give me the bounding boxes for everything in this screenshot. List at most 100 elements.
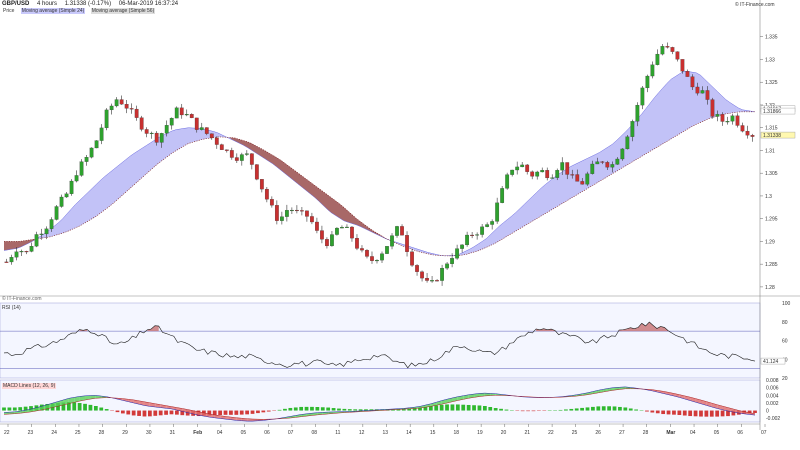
- candle-bear: [680, 59, 685, 72]
- candle-bear: [224, 149, 229, 151]
- ma24-line: [3, 70, 756, 257]
- candle-bear: [415, 265, 419, 272]
- macd-band: [9, 411, 15, 415]
- macd-histogram-bar: [320, 407, 325, 411]
- macd-band: [436, 400, 442, 406]
- candle-bull: [465, 234, 469, 246]
- signal-line: [3, 388, 756, 420]
- legend-ma56: Moving average (Simple 56): [90, 8, 156, 14]
- candle-bull: [169, 117, 174, 126]
- candle-bull: [610, 164, 615, 168]
- brand-label: © IT-Finance.com: [735, 2, 775, 8]
- candle-bull: [630, 121, 635, 137]
- macd-histogram-bar: [731, 410, 736, 416]
- macd-histogram-bar: [612, 406, 617, 411]
- macd-histogram-bar: [347, 409, 352, 411]
- candle-bull: [490, 221, 495, 225]
- candle-bull: [730, 115, 735, 122]
- macd-band: [490, 393, 496, 396]
- candle-bull: [84, 157, 89, 162]
- candle-bull: [520, 164, 525, 168]
- candle-bull: [14, 251, 19, 258]
- candle-bull: [535, 171, 540, 177]
- candle-bull: [199, 127, 204, 130]
- candle-bear: [580, 181, 585, 185]
- macd-histogram-bar: [72, 402, 77, 411]
- macd-histogram-bar: [369, 409, 374, 411]
- candle-bull: [715, 114, 720, 117]
- candle-bear: [665, 46, 670, 48]
- candle-bear: [259, 179, 264, 190]
- candle-bear: [365, 250, 369, 257]
- rsi-y-tick-label: 20: [782, 376, 788, 382]
- macd-histogram-bar: [645, 410, 649, 412]
- candle-bull: [455, 248, 459, 259]
- macd-histogram-bar: [104, 409, 109, 411]
- candle-bull: [660, 46, 665, 55]
- candle-bull: [109, 105, 114, 111]
- macd-histogram-bar: [23, 406, 28, 411]
- ma-cloud: [37, 127, 231, 239]
- macd-histogram-bar: [331, 408, 336, 411]
- candle-bull: [239, 154, 244, 161]
- macd-histogram-bar: [428, 406, 433, 411]
- candle-bull: [279, 216, 284, 221]
- candle-bull: [330, 234, 334, 247]
- candle-bear: [530, 171, 535, 177]
- macd-histogram-bar: [591, 406, 595, 411]
- macd-histogram-bar: [482, 405, 487, 411]
- x-tick-label: 30: [146, 430, 152, 436]
- rsi-y-tick-label: 80: [782, 320, 788, 326]
- macd-band: [122, 398, 129, 402]
- macd-histogram-bar: [337, 408, 341, 411]
- macd-histogram-bar: [618, 406, 622, 411]
- macd-band: [214, 414, 221, 419]
- macd-band: [474, 393, 480, 398]
- main-y-tick-label: 1.315: [765, 126, 778, 132]
- candle-bear: [144, 129, 149, 134]
- price-tag: [760, 107, 796, 115]
- macd-band: [457, 395, 464, 401]
- macd-histogram-bar: [672, 410, 676, 415]
- candle-bull: [540, 170, 545, 173]
- macd-histogram-bar: [223, 410, 228, 415]
- macd-histogram-bar: [466, 404, 471, 411]
- candle-bear: [209, 133, 214, 139]
- macd-histogram-bar: [277, 409, 282, 411]
- macd-band: [452, 396, 458, 402]
- candle-bull: [34, 234, 39, 247]
- candle-bull: [700, 90, 705, 94]
- candle-bull: [430, 280, 434, 282]
- x-tick-label: 05: [241, 430, 247, 436]
- candle-bull: [460, 244, 464, 249]
- macd-histogram-bar: [250, 410, 255, 414]
- macd-histogram-bar: [212, 410, 217, 416]
- macd-histogram-bar: [666, 410, 671, 415]
- macd-y-tick-label: 0.002: [766, 401, 779, 407]
- macd-y-tick-label: 0: [766, 409, 769, 415]
- candle-bear: [204, 127, 209, 134]
- candle-bull: [89, 147, 94, 158]
- macd-histogram-bar: [461, 404, 466, 411]
- candle-bear: [249, 153, 254, 165]
- macd-histogram-bar: [326, 407, 331, 411]
- macd-histogram-bar: [315, 407, 320, 411]
- macd-histogram-bar: [661, 410, 666, 415]
- candle-bear: [300, 210, 304, 212]
- main-y-tick-label: 1.305: [765, 171, 778, 177]
- rsi-legend: RSI (14): [2, 305, 21, 311]
- main-y-tick-label: 1.295: [765, 217, 778, 223]
- macd-histogram-bar: [115, 410, 120, 413]
- macd-histogram-bar: [83, 403, 87, 411]
- candle-bear: [229, 150, 234, 158]
- candle-bear: [525, 164, 530, 172]
- candle-bear: [154, 132, 159, 143]
- chart-header: GBP/USD 4 hours 1.31338 (-0.17%) 06-Mar-…: [2, 1, 184, 7]
- ma56-line: [4, 111, 755, 257]
- candle-bear: [575, 174, 580, 182]
- macd-histogram-bar: [175, 410, 179, 415]
- candle-bull: [510, 169, 515, 175]
- macd-histogram-bar: [418, 407, 422, 411]
